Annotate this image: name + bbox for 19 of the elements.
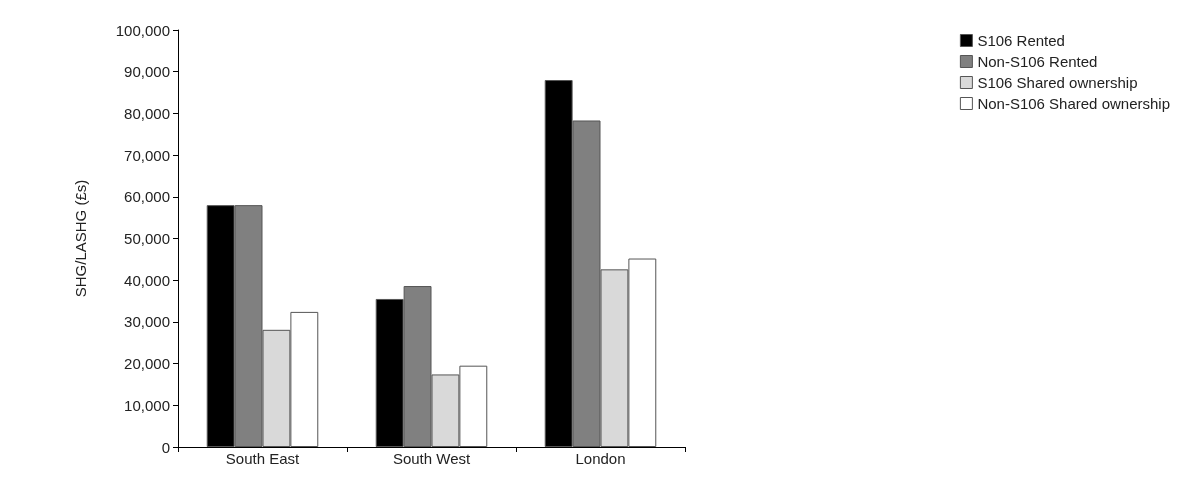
y-tick-label: 20,000: [124, 355, 170, 373]
y-tick-label: 30,000: [124, 313, 170, 331]
y-tick-label: 100,000: [115, 21, 170, 39]
y-tick-label: 60,000: [124, 188, 170, 206]
x-tick-label: London: [575, 450, 626, 467]
x-tick-label: South East: [225, 450, 301, 467]
y-tick-label: 0: [161, 438, 170, 456]
x-tick-label: South West: [392, 450, 471, 467]
legend-label: Non-S106 Rented: [977, 53, 1098, 70]
y-axis-title: SHG/LASHG (£s): [72, 179, 89, 298]
legend-label: S106 Rented: [977, 32, 1065, 49]
y-tick-label: 10,000: [124, 396, 170, 414]
y-tick-label: 90,000: [124, 63, 170, 81]
legend-label: Non-S106 Shared ownership: [977, 95, 1171, 112]
y-tick-label: 80,000: [124, 104, 170, 122]
y-tick-label: 70,000: [124, 146, 170, 164]
y-tick-label: 50,000: [124, 230, 170, 247]
y-tick-label: 40,000: [124, 271, 170, 289]
legend-label: S106 Shared ownership: [977, 74, 1138, 91]
